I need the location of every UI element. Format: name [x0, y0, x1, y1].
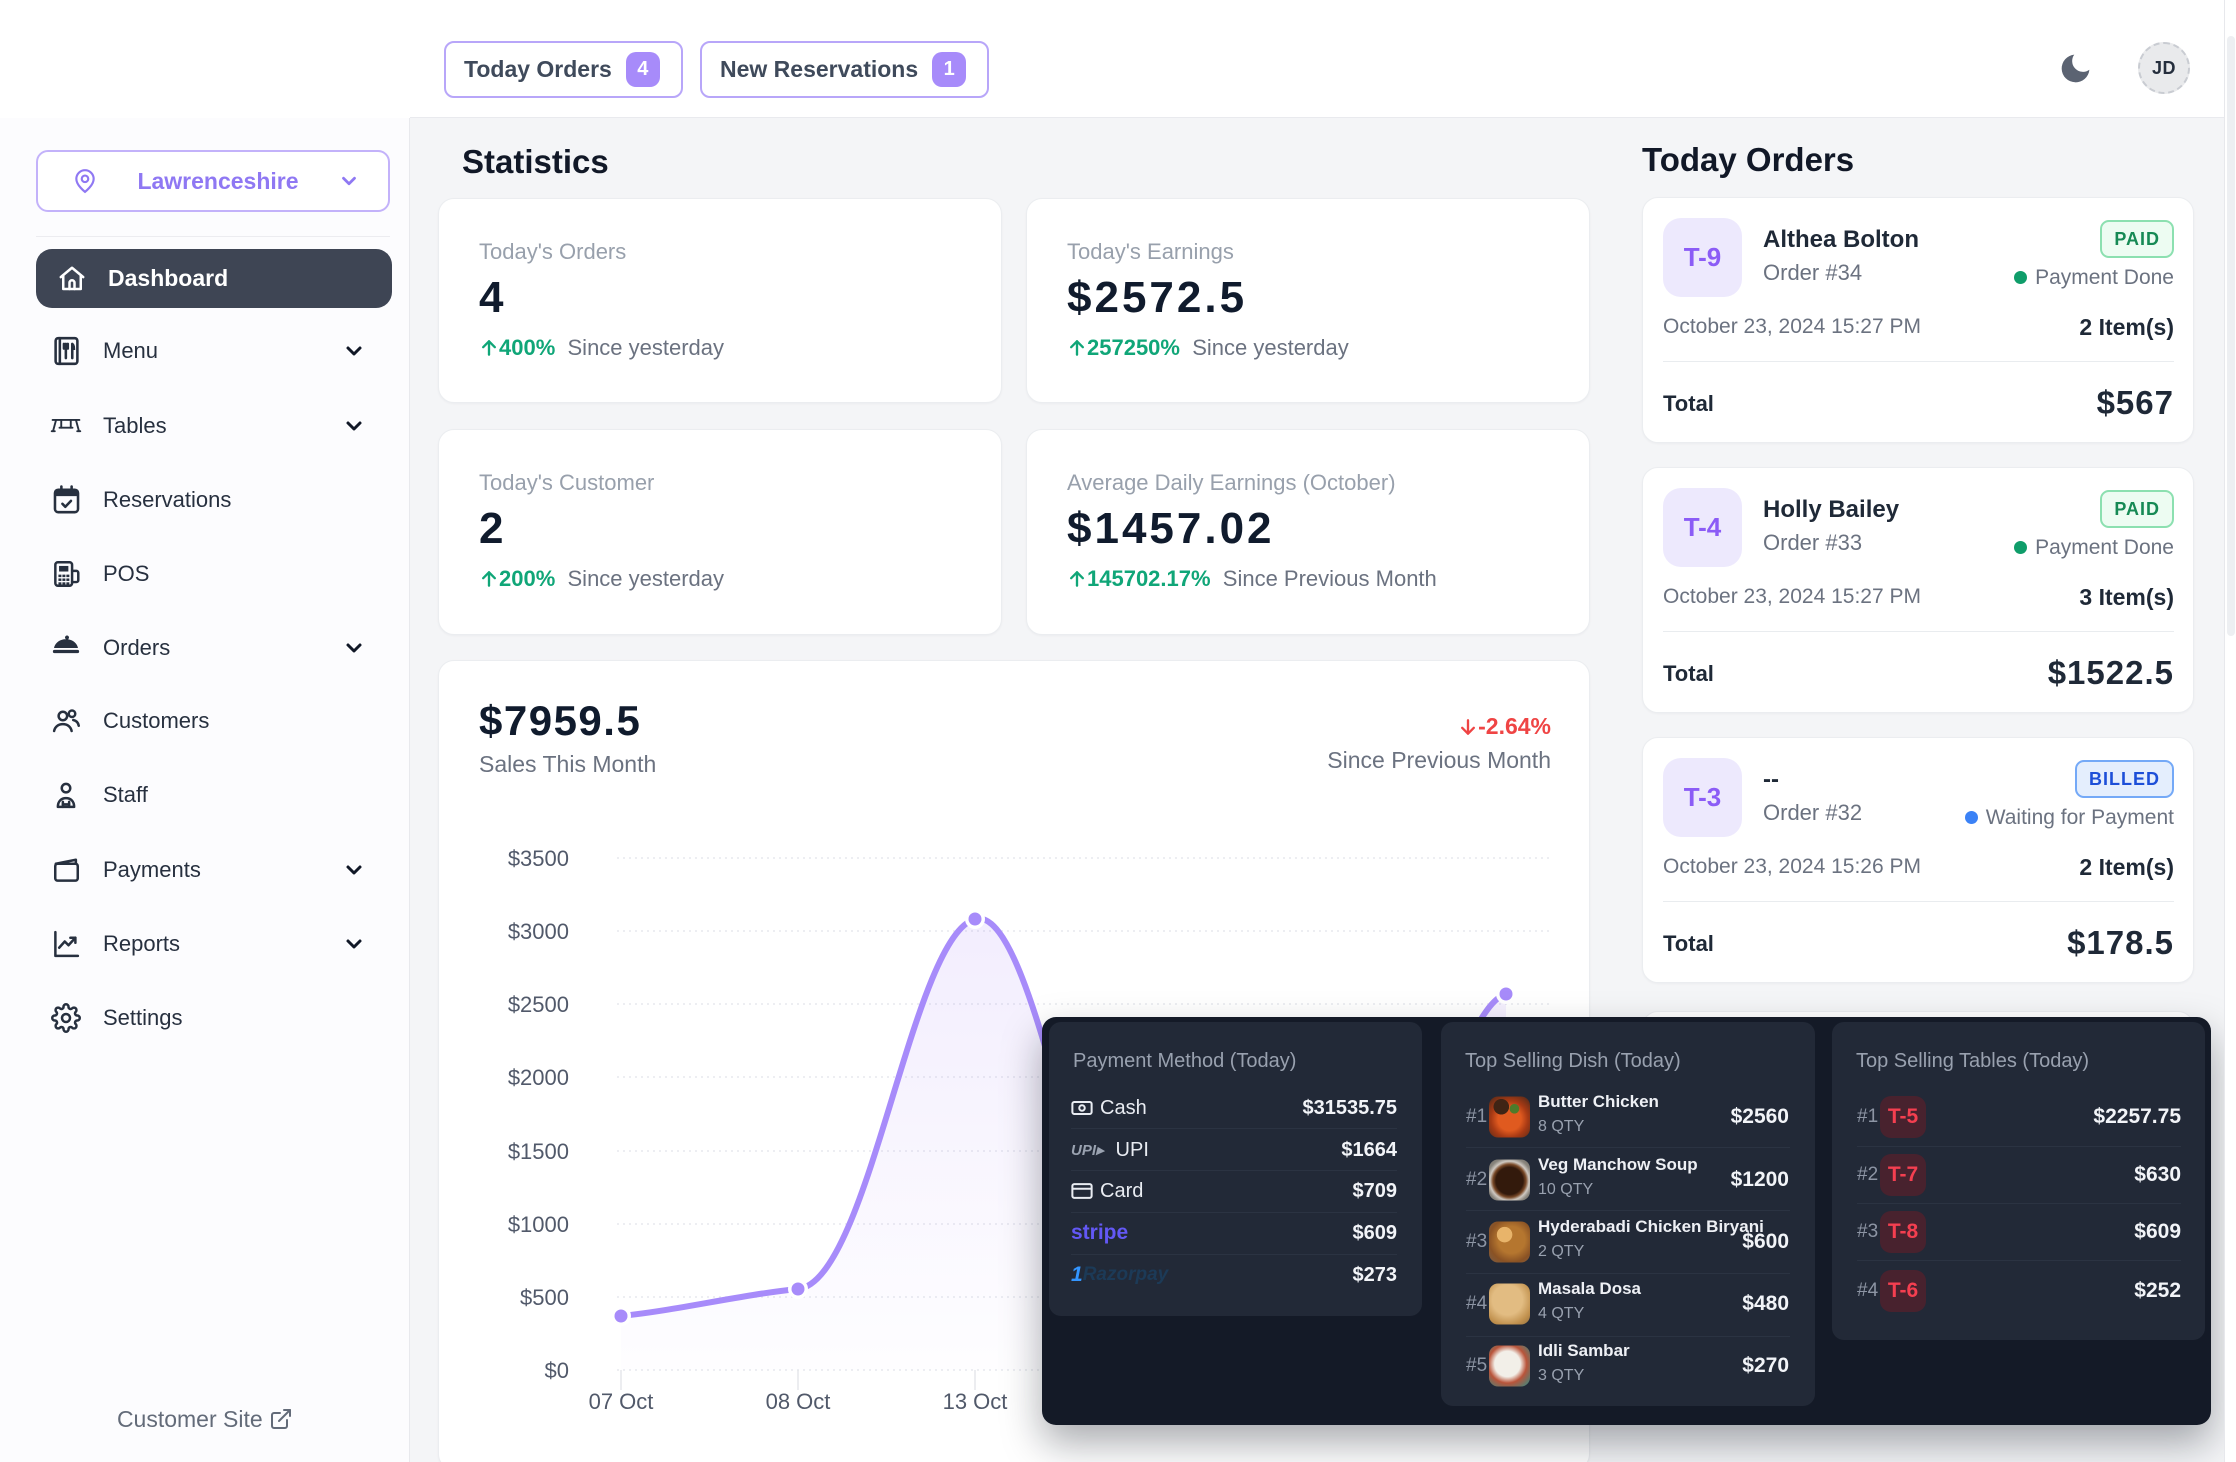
svg-text:07 Oct: 07 Oct [589, 1389, 654, 1414]
svg-text:$3500: $3500 [508, 846, 569, 871]
svg-text:$1500: $1500 [508, 1139, 569, 1164]
svg-text:13 Oct: 13 Oct [943, 1389, 1008, 1414]
svg-text:$1000: $1000 [508, 1212, 569, 1237]
svg-text:08 Oct: 08 Oct [766, 1389, 831, 1414]
svg-text:$2500: $2500 [508, 992, 569, 1017]
svg-text:$0: $0 [545, 1358, 569, 1383]
svg-text:$3000: $3000 [508, 919, 569, 944]
svg-text:$2000: $2000 [508, 1065, 569, 1090]
svg-text:$500: $500 [520, 1285, 569, 1310]
